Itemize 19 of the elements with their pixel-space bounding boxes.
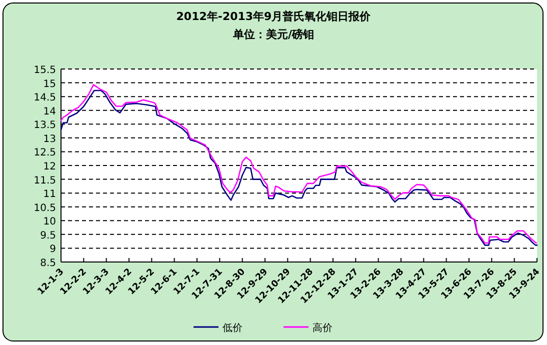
y-tick-label: 8.5 <box>40 258 56 269</box>
chart-subtitle: 单位：美元/磅钼 <box>232 28 314 41</box>
y-tick-label: 12.5 <box>34 148 56 159</box>
chart-title: 2012年-2013年9月普氏氧化钼日报价 <box>176 10 372 23</box>
y-tick-label: 11 <box>43 189 56 200</box>
y-tick-label: 9 <box>50 244 56 256</box>
y-tick-label: 15.5 <box>34 65 56 76</box>
y-tick-label: 9.5 <box>40 230 56 242</box>
y-tick-label: 13.5 <box>34 120 56 132</box>
y-tick-label: 10 <box>43 216 56 228</box>
y-tick-label: 14 <box>43 106 56 118</box>
y-tick-label: 10.5 <box>34 202 56 214</box>
y-tick-label: 15 <box>43 78 56 90</box>
legend-label: 高价 <box>312 322 332 334</box>
y-tick-label: 14.5 <box>34 92 56 104</box>
y-tick-label: 12 <box>43 162 56 172</box>
y-tick-label: 13 <box>43 134 56 145</box>
y-tick-label: 11.5 <box>34 175 56 186</box>
legend-label: 低价 <box>222 322 242 334</box>
